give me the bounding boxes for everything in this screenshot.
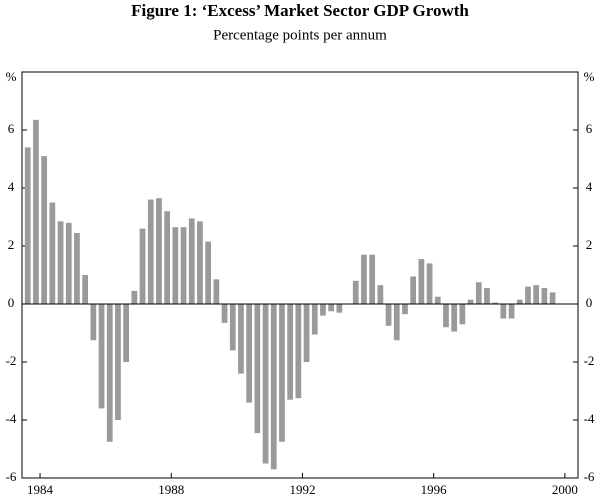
bar: [443, 304, 449, 328]
bar: [238, 304, 244, 374]
y-tick-label-right: 0: [586, 295, 593, 310]
bar: [459, 304, 466, 325]
x-tick-label: 1984: [27, 482, 54, 497]
bar: [352, 280, 359, 304]
y-tick-label-left: 2: [8, 237, 15, 252]
bar: [213, 279, 220, 304]
bar: [475, 282, 482, 304]
bar: [492, 302, 499, 304]
y-tick-label-left: 4: [8, 179, 15, 194]
bar: [139, 228, 146, 304]
bar: [426, 263, 433, 304]
bar: [180, 227, 187, 304]
bar: [287, 304, 294, 400]
bar: [246, 304, 253, 403]
bar: [402, 304, 408, 315]
bar: [549, 292, 556, 304]
bar: [270, 304, 277, 470]
bar: [541, 288, 548, 304]
bar: [254, 304, 261, 434]
x-tick-label: 2000: [552, 482, 578, 497]
bar: [336, 304, 343, 313]
y-tick-label-right: 6: [586, 121, 593, 136]
bar: [57, 221, 64, 304]
bar: [74, 232, 80, 304]
bar: [115, 304, 121, 420]
bar: [377, 285, 384, 304]
bar: [516, 299, 523, 304]
y-tick-label-right: -4: [584, 411, 595, 426]
bar: [24, 147, 31, 304]
y-tick-label-right: -2: [584, 353, 595, 368]
y-tick-label-left: 6: [8, 121, 15, 136]
bar: [385, 304, 392, 326]
bar: [229, 304, 236, 351]
bar: [172, 227, 179, 304]
x-tick-label: 1992: [289, 482, 315, 497]
bar: [320, 304, 326, 316]
bar: [205, 241, 212, 304]
bar: [533, 285, 540, 304]
y-tick-label-right: -6: [584, 469, 595, 484]
bar: [221, 304, 228, 323]
bar: [418, 259, 425, 304]
bar: [106, 304, 113, 442]
y-tick-label-right: 2: [586, 237, 593, 252]
bar: [295, 304, 302, 399]
chart-subtitle: Percentage points per annum: [213, 27, 387, 43]
chart-title: Figure 1: ‘Excess’ Market Sector GDP Gro…: [131, 1, 469, 20]
y-unit-right: %: [584, 69, 595, 84]
bar: [508, 304, 515, 319]
bar: [197, 221, 203, 304]
bar: [164, 211, 171, 304]
bar: [484, 288, 490, 304]
y-tick-label-left: -2: [6, 353, 17, 368]
bar: [451, 304, 458, 332]
bar: [467, 299, 474, 304]
bar: [393, 304, 400, 341]
bar: [49, 202, 56, 304]
bar: [90, 304, 97, 341]
y-tick-label-left: -4: [6, 411, 17, 426]
bar: [82, 275, 89, 304]
bar: [123, 304, 130, 362]
x-tick-label: 1996: [421, 482, 448, 497]
y-tick-label-left: -6: [6, 469, 17, 484]
bar: [434, 296, 441, 304]
bar: [303, 304, 310, 362]
bar: [98, 304, 105, 409]
bar: [410, 276, 417, 304]
y-tick-label-right: 4: [586, 179, 593, 194]
bar: [500, 304, 507, 319]
bar: [262, 304, 269, 464]
bar: [156, 198, 162, 304]
bar: [328, 304, 335, 312]
bar: [361, 254, 367, 304]
plot-frame: [21, 71, 579, 479]
bar: [131, 290, 138, 304]
y-unit-left: %: [6, 69, 17, 84]
bar: [279, 304, 285, 442]
bar: [311, 304, 318, 335]
bar: [525, 286, 531, 304]
bar: [369, 254, 376, 304]
bar: [33, 119, 39, 304]
bar: [65, 222, 72, 304]
y-tick-label-left: 0: [8, 295, 15, 310]
bar: [147, 199, 154, 304]
bar: [41, 156, 48, 304]
bar: [188, 218, 195, 304]
x-tick-label: 1988: [158, 482, 184, 497]
